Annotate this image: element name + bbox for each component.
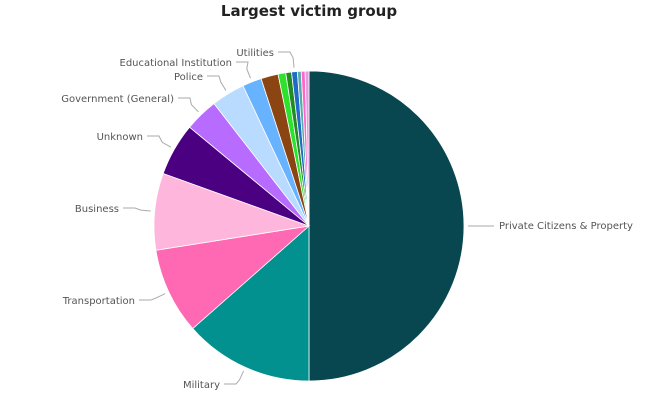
leader-line — [236, 61, 251, 79]
slice-label: Educational Institution — [120, 58, 232, 69]
pie-slice[interactable] — [304, 70, 310, 227]
leader-line — [139, 293, 166, 301]
slice-label: Military — [183, 380, 220, 391]
slice-label: Unknown — [97, 132, 143, 143]
leader-line — [224, 370, 245, 385]
leader-line — [123, 207, 151, 212]
slice-label: Government (General) — [61, 94, 174, 105]
leader-line — [278, 51, 295, 68]
slice-label: Utilities — [236, 48, 274, 59]
pie-slice[interactable] — [155, 225, 311, 330]
slice-label: Private Citizens & Property — [499, 221, 633, 232]
slice-label: Business — [75, 204, 119, 215]
chart-title: Largest victim group — [220, 2, 398, 20]
slice-label: Transportation — [62, 296, 135, 307]
leader-line — [147, 135, 172, 148]
pie-labels: Private Citizens & Property Military Trans… — [61, 48, 633, 391]
leader-line — [178, 97, 199, 113]
pie-slice[interactable] — [308, 70, 465, 382]
pie-slices — [153, 70, 465, 382]
pie-slice[interactable] — [192, 225, 310, 382]
slice-label: Police — [174, 72, 203, 83]
leader-line — [207, 75, 227, 91]
